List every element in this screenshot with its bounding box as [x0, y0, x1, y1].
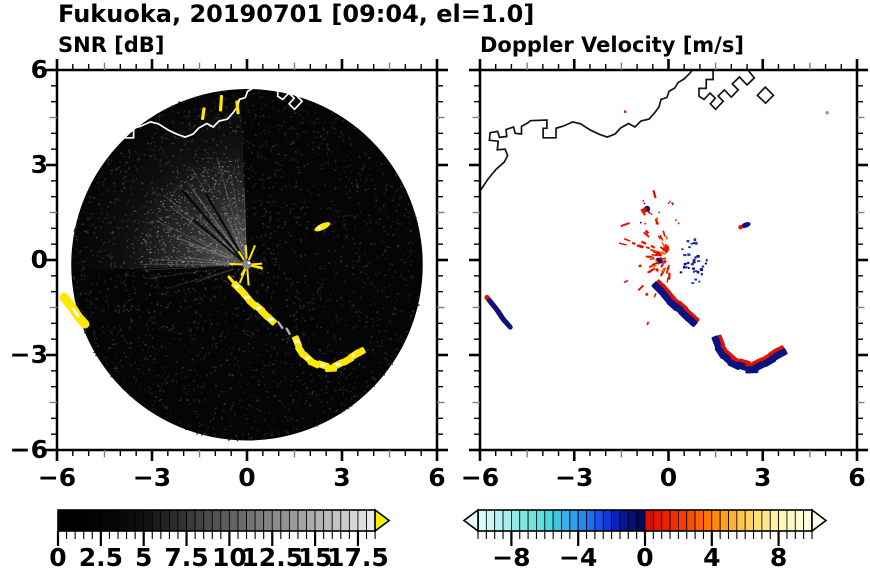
y-tick-label: 3 — [31, 150, 48, 179]
x-tick-label-vel: 6 — [848, 463, 865, 492]
velocity-echoes — [484, 110, 829, 374]
x-tick-label-vel: 0 — [660, 463, 677, 492]
under-range-arrow — [462, 508, 479, 533]
axes-vel: −6 −3 0 3 6 — [461, 59, 868, 492]
x-tick-label-snr: 3 — [333, 463, 350, 492]
shadow-ray — [204, 192, 245, 261]
velocity-colorbar-label: 4 — [703, 543, 720, 570]
left-panel-title: SNR [dB] — [58, 33, 164, 57]
right-panel-title: Doppler Velocity [m/s] — [480, 33, 744, 57]
x-tick-label-snr: −6 — [38, 463, 76, 492]
snr-colorbar-label: 12.5 — [241, 543, 303, 570]
snr-echoes — [59, 94, 366, 372]
snr-colorbar-label: 7.5 — [164, 543, 208, 570]
snr-colorbar-label: 10 — [212, 543, 247, 570]
axes-snr: −6 −3 0 3 6 6 3 0 −3 −6 — [10, 55, 448, 492]
velocity-colorbar-label: 8 — [770, 543, 787, 570]
shadow-ray — [192, 219, 244, 262]
figure-title: Fukuoka, 20190701 [09:04, el=1.0] — [58, 0, 534, 28]
plot-frame-vel — [478, 68, 859, 452]
y-tick-label: −3 — [10, 340, 48, 369]
snr-colorbar-label: 15 — [298, 543, 333, 570]
velocity-colorbar: −8 −4 0 4 8 — [462, 508, 828, 570]
shadow-ray — [181, 189, 244, 261]
y-tick-label: 6 — [31, 55, 48, 84]
snr-colorbar-label: 2.5 — [79, 543, 123, 570]
coastline-right — [480, 70, 694, 193]
snr-colorbar-label: 5 — [135, 543, 152, 570]
x-tick-label-vel: 3 — [754, 463, 771, 492]
y-tick-label: 0 — [31, 245, 48, 274]
over-range-arrow — [374, 508, 391, 533]
x-tick-label-vel: −6 — [461, 463, 499, 492]
velocity-colorbar-label: −8 — [492, 543, 530, 570]
x-tick-label-snr: 6 — [428, 463, 445, 492]
x-tick-label-snr: −3 — [133, 463, 171, 492]
bright-fan — [71, 89, 247, 271]
over-range-arrow — [811, 508, 828, 533]
doppler-panel — [480, 70, 829, 374]
x-tick-label-vel: −3 — [555, 463, 593, 492]
velocity-colorbar-label: −4 — [559, 543, 597, 570]
x-tick-label-snr: 0 — [238, 463, 255, 492]
snr-colorbar-label: 17.5 — [327, 543, 389, 570]
y-tick-label: −6 — [10, 435, 48, 464]
velocity-colorbar-label: 0 — [636, 543, 653, 570]
snr-panel — [57, 70, 423, 442]
snr-colorbar-label: 0 — [49, 543, 66, 570]
